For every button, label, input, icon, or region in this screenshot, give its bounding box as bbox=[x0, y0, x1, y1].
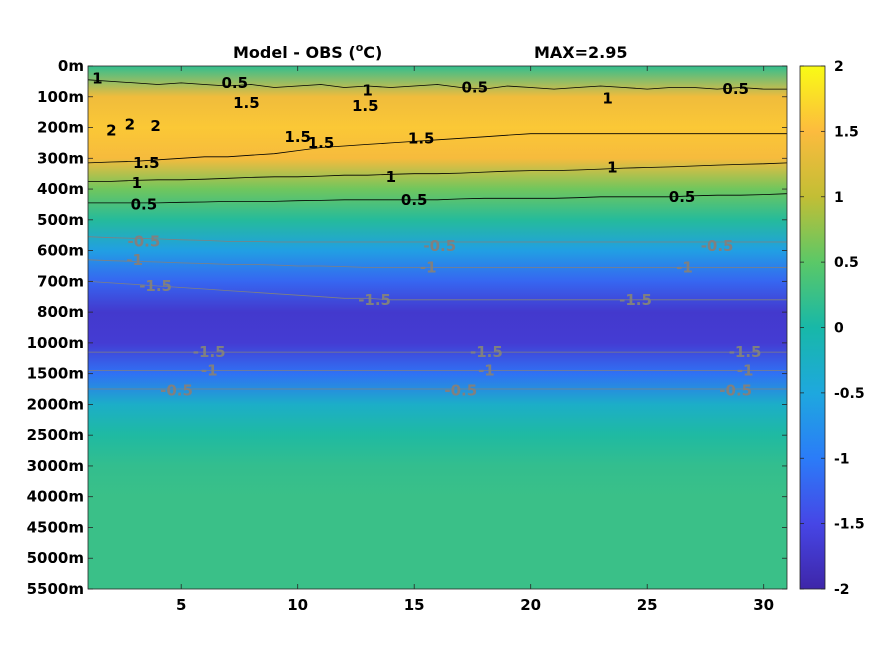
y-axis: 0m 100m 200m 300m 400m 500m 600m 700m 800m 1000m 1… bbox=[27, 57, 787, 598]
contour-label: 1.5 bbox=[233, 94, 260, 112]
contour-label: -0.5 bbox=[719, 382, 752, 400]
colorbar-tick-label: -1 bbox=[834, 451, 850, 467]
y-tick-label: 0m bbox=[58, 57, 84, 75]
contour-label: -1 bbox=[201, 362, 218, 380]
contour-line bbox=[88, 281, 787, 301]
colorbar-tick-label: 1 bbox=[834, 190, 844, 206]
contour-label: -0.5 bbox=[701, 237, 734, 255]
contour-label: 2 bbox=[150, 117, 160, 135]
colorbar-gradient bbox=[799, 65, 826, 590]
contour-label: 1.5 bbox=[308, 134, 335, 152]
contour-lines bbox=[88, 79, 787, 390]
contour-line bbox=[88, 236, 787, 243]
contour-label: -1.5 bbox=[729, 343, 762, 361]
y-tick-label: 1000m bbox=[27, 334, 84, 352]
contour-line bbox=[88, 193, 787, 204]
contour-label: 1 bbox=[607, 159, 617, 177]
contour-label: -1 bbox=[676, 259, 693, 277]
y-tick-label: 5500m bbox=[27, 580, 84, 598]
contour-label: -1 bbox=[420, 259, 437, 277]
contour-label: -1.5 bbox=[139, 277, 172, 295]
contour-label: 0.5 bbox=[222, 74, 249, 92]
contour-label: 1 bbox=[362, 82, 372, 100]
y-tick-label: 5000m bbox=[27, 549, 84, 567]
chart-title-right: MAX=2.95 bbox=[534, 43, 628, 62]
colorbar-tick-label: 2 bbox=[834, 59, 844, 75]
contour-label: 1.5 bbox=[284, 128, 311, 146]
y-tick-label: 700m bbox=[37, 272, 84, 290]
x-tick-label: 5 bbox=[176, 596, 186, 614]
x-tick-label: 15 bbox=[404, 596, 425, 614]
y-tick-label: 600m bbox=[37, 242, 84, 260]
contour-label: -1.5 bbox=[193, 343, 226, 361]
y-tick-label: 4000m bbox=[27, 488, 84, 506]
contour-label: 0.5 bbox=[131, 195, 158, 213]
contour-label: 2 bbox=[125, 116, 135, 134]
contour-label: -1 bbox=[478, 362, 495, 380]
colorbar-tick-label: 1.5 bbox=[834, 124, 859, 140]
y-tick-label: 500m bbox=[37, 211, 84, 229]
contour-line bbox=[88, 133, 787, 164]
contour-label: 0.5 bbox=[401, 191, 428, 209]
y-tick-label: 2500m bbox=[27, 426, 84, 444]
chart-title-left: Model - OBS (oC) bbox=[233, 41, 382, 62]
contour-label: 0.5 bbox=[669, 188, 696, 206]
y-tick-label: 3000m bbox=[27, 457, 84, 475]
colorbar-ticks: 2 1.5 1 0.5 0 -0.5 -1 -1.5 -2 bbox=[800, 59, 865, 598]
contour-label: -0.5 bbox=[423, 237, 456, 255]
contour-label: 0.5 bbox=[722, 80, 749, 98]
y-tick-label: 300m bbox=[37, 149, 84, 167]
contour-label: -0.5 bbox=[127, 232, 160, 250]
contour-label: 1.5 bbox=[408, 129, 435, 147]
y-tick-label: 4500m bbox=[27, 518, 84, 536]
contour-label: -1.5 bbox=[358, 291, 391, 309]
y-tick-label: 100m bbox=[37, 88, 84, 106]
contour-labels: 1 0.51.511.50.510.52 2 21.51.5 1.51.51 110.5 0… bbox=[92, 69, 761, 399]
contour-label: 1 bbox=[386, 168, 396, 186]
y-tick-label: 800m bbox=[37, 303, 84, 321]
x-tick-label: 30 bbox=[753, 596, 774, 614]
contour-label: 1 bbox=[602, 89, 612, 107]
y-tick-label: 200m bbox=[37, 119, 84, 137]
colorbar-tick-label: 0 bbox=[834, 321, 844, 337]
contour-label: 1.5 bbox=[352, 97, 379, 115]
contour-label: 1.5 bbox=[133, 154, 160, 172]
contour-label: -0.5 bbox=[160, 382, 193, 400]
x-tick-label: 25 bbox=[637, 596, 658, 614]
contour-line bbox=[88, 162, 787, 182]
y-tick-label: 400m bbox=[37, 180, 84, 198]
y-tick-label: 1500m bbox=[27, 365, 84, 383]
contour-label: -1.5 bbox=[619, 291, 652, 309]
contour-label: -1 bbox=[737, 362, 754, 380]
y-tick-label: 2000m bbox=[27, 395, 84, 413]
contour-line bbox=[88, 259, 787, 268]
plot-area: 1 0.51.511.50.510.52 2 21.51.5 1.51.51 110.5 0… bbox=[87, 65, 788, 590]
contour-label: 1 bbox=[92, 69, 102, 87]
contour-label: 2 bbox=[106, 122, 116, 140]
contour-label: 0.5 bbox=[462, 79, 489, 97]
colorbar: 2 1.5 1 0.5 0 -0.5 -1 -1.5 -2 bbox=[799, 59, 865, 598]
contour-label: -0.5 bbox=[444, 382, 477, 400]
plot-frame bbox=[87, 65, 788, 590]
x-axis: 5 10 15 20 25 30 bbox=[176, 66, 774, 614]
colorbar-tick-label: -0.5 bbox=[834, 386, 865, 402]
colorbar-tick-label: -1.5 bbox=[834, 517, 865, 533]
heatmap-field bbox=[88, 66, 787, 589]
colorbar-tick-label: -2 bbox=[834, 582, 850, 598]
contour-label: 1 bbox=[132, 174, 142, 192]
contour-label: -1.5 bbox=[470, 343, 503, 361]
contour-label: -1 bbox=[126, 251, 143, 269]
x-tick-label: 20 bbox=[520, 596, 541, 614]
contour-line bbox=[88, 79, 787, 90]
colorbar-tick-label: 0.5 bbox=[834, 255, 859, 271]
x-tick-label: 10 bbox=[287, 596, 308, 614]
